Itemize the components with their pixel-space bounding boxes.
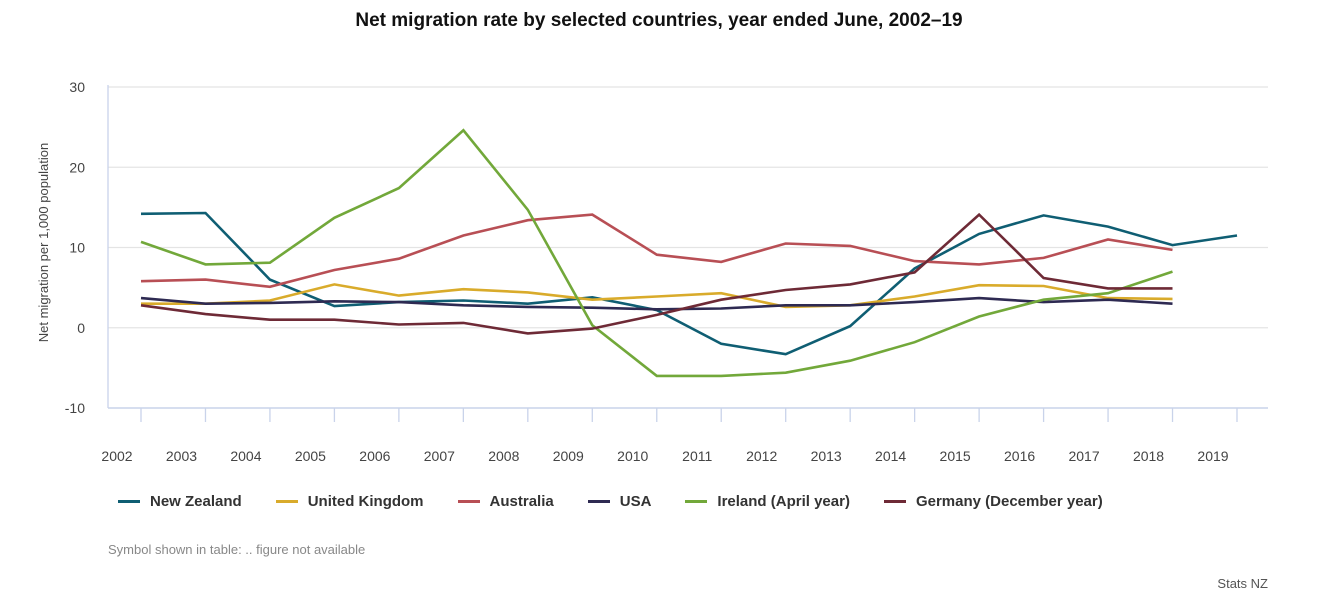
footnote: Symbol shown in table: .. figure not ava…: [108, 542, 366, 557]
legend-item[interactable]: United Kingdom: [275, 493, 424, 510]
chart-title: Net migration rate by selected countries…: [355, 10, 963, 31]
legend-label: Germany (December year): [915, 493, 1103, 510]
legend-item[interactable]: USA: [587, 493, 652, 510]
series-line-germany-december-year: [140, 212, 1173, 335]
legend-swatch: [457, 500, 480, 503]
x-tick-label: 2015: [940, 448, 971, 464]
legend-swatch: [118, 500, 140, 503]
series-line-ireland-april-year: [140, 128, 1173, 378]
x-tick-label: 2016: [1004, 448, 1035, 464]
x-tick-label: 2007: [424, 448, 455, 464]
x-tick-label: 2011: [682, 448, 712, 464]
legend-item[interactable]: Germany (December year): [883, 493, 1103, 510]
legend-label: USA: [619, 493, 652, 510]
x-tick-label: 2005: [295, 448, 326, 464]
x-tick-label: 2003: [166, 448, 197, 464]
legend-swatch: [275, 500, 298, 503]
legend-swatch: [883, 500, 906, 503]
x-tick-label: 2018: [1133, 448, 1164, 464]
y-tick-label: 0: [77, 320, 85, 336]
x-tick-label: 2009: [553, 448, 584, 464]
y-tick-label: -10: [65, 400, 85, 416]
x-tick-label: 2002: [101, 448, 132, 464]
series-line-usa: [140, 296, 1173, 311]
x-tick-label: 2004: [230, 448, 261, 464]
legend-label: United Kingdom: [307, 493, 424, 510]
y-tick-label: 10: [69, 240, 85, 256]
legend-item[interactable]: Australia: [457, 493, 554, 510]
x-tick-label: 2006: [359, 448, 390, 464]
legend: New Zealand United Kingdom Australia USA Ire…: [118, 493, 1103, 510]
legend-label: Ireland (April year): [717, 493, 850, 510]
y-tick-label: 30: [69, 79, 85, 95]
source-label: Stats NZ: [1217, 576, 1268, 591]
series-line-australia: [140, 213, 1173, 289]
legend-label: Australia: [489, 493, 554, 510]
legend-label: New Zealand: [150, 493, 242, 510]
y-tick-label: 20: [69, 159, 85, 175]
x-tick-label: 2019: [1197, 448, 1228, 464]
x-tick-label: 2013: [811, 448, 842, 464]
legend-item[interactable]: New Zealand: [118, 493, 242, 510]
x-tick-label: 2014: [875, 448, 906, 464]
legend-swatch: [685, 500, 708, 503]
legend-swatch: [587, 500, 610, 503]
y-axis-label: Net migration per 1,000 population: [36, 143, 51, 342]
x-tick-label: 2010: [617, 448, 648, 464]
x-tick-label: 2017: [1068, 448, 1099, 464]
series-line-united-kingdom: [141, 283, 1173, 309]
x-tick-label: 2012: [746, 448, 777, 464]
legend-item[interactable]: Ireland (April year): [685, 493, 850, 510]
x-tick-label: 2008: [488, 448, 519, 464]
